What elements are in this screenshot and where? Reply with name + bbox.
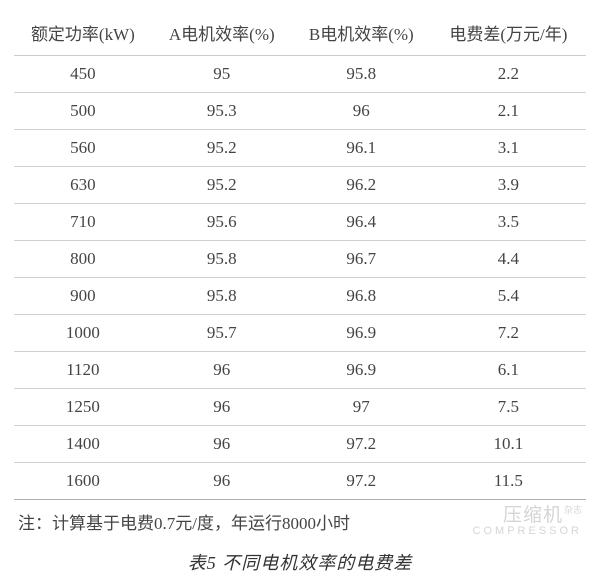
table-cell: 900 (14, 278, 152, 315)
watermark-en: COMPRESSOR (473, 526, 582, 537)
table-cell: 2.1 (431, 93, 586, 130)
table-cell: 96 (152, 352, 292, 389)
table-row: 90095.896.85.4 (14, 278, 586, 315)
table-cell: 800 (14, 241, 152, 278)
table-row: 100095.796.97.2 (14, 315, 586, 352)
table-row: 80095.896.74.4 (14, 241, 586, 278)
table-row: 71095.696.43.5 (14, 204, 586, 241)
col-header: 额定功率(kW) (14, 10, 152, 56)
table-cell: 7.2 (431, 315, 586, 352)
table-cell: 96 (152, 463, 292, 500)
table-row: 63095.296.23.9 (14, 167, 586, 204)
table-cell: 95.3 (152, 93, 292, 130)
table-cell: 630 (14, 167, 152, 204)
table-cell: 96 (152, 426, 292, 463)
table-cell: 95.6 (152, 204, 292, 241)
table-cell: 96 (152, 389, 292, 426)
table-cell: 1250 (14, 389, 152, 426)
table-cell: 6.1 (431, 352, 586, 389)
table-row: 11209696.96.1 (14, 352, 586, 389)
table-cell: 3.9 (431, 167, 586, 204)
efficiency-table: 额定功率(kW) A电机效率(%) B电机效率(%) 电费差(万元/年) 450… (14, 10, 586, 500)
table-cell: 97 (292, 389, 431, 426)
table-cell: 95.2 (152, 167, 292, 204)
table-cell: 95.7 (152, 315, 292, 352)
table-cell: 95.8 (152, 241, 292, 278)
table-cell: 95.8 (152, 278, 292, 315)
table-cell: 710 (14, 204, 152, 241)
table-cell: 97.2 (292, 426, 431, 463)
table-body: 4509595.82.250095.3962.156095.296.13.163… (14, 56, 586, 500)
col-header: 电费差(万元/年) (431, 10, 586, 56)
table-caption: 表5 不同电机效率的电费差 (14, 539, 586, 575)
table-cell: 96.7 (292, 241, 431, 278)
table-cell: 1400 (14, 426, 152, 463)
table-cell: 5.4 (431, 278, 586, 315)
table-row: 16009697.211.5 (14, 463, 586, 500)
table-cell: 500 (14, 93, 152, 130)
table-cell: 95.2 (152, 130, 292, 167)
table-cell: 97.2 (292, 463, 431, 500)
table-row: 50095.3962.1 (14, 93, 586, 130)
table-cell: 3.5 (431, 204, 586, 241)
table-row: 4509595.82.2 (14, 56, 586, 93)
col-header: B电机效率(%) (292, 10, 431, 56)
table-header-row: 额定功率(kW) A电机效率(%) B电机效率(%) 电费差(万元/年) (14, 10, 586, 56)
watermark-cn: 压缩机 (503, 506, 563, 525)
table-cell: 450 (14, 56, 152, 93)
table-cell: 3.1 (431, 130, 586, 167)
note-text: 注：计算基于电费0.7元/度，年运行8000小时 (18, 509, 350, 534)
table-cell: 1000 (14, 315, 152, 352)
table-cell: 96.9 (292, 352, 431, 389)
table-cell: 96 (292, 93, 431, 130)
table-row: 125096977.5 (14, 389, 586, 426)
table-cell: 96.8 (292, 278, 431, 315)
table-cell: 96.1 (292, 130, 431, 167)
table-cell: 7.5 (431, 389, 586, 426)
table-cell: 1120 (14, 352, 152, 389)
table-cell: 10.1 (431, 426, 586, 463)
table-cell: 96.2 (292, 167, 431, 204)
watermark-sup: 杂志 (564, 506, 582, 515)
table-row: 56095.296.13.1 (14, 130, 586, 167)
table-cell: 2.2 (431, 56, 586, 93)
table-cell: 560 (14, 130, 152, 167)
table-cell: 1600 (14, 463, 152, 500)
table-cell: 4.4 (431, 241, 586, 278)
watermark: 压缩机杂志 COMPRESSOR (473, 506, 582, 537)
col-header: A电机效率(%) (152, 10, 292, 56)
note-row: 注：计算基于电费0.7元/度，年运行8000小时 压缩机杂志 COMPRESSO… (14, 500, 586, 539)
table-cell: 96.9 (292, 315, 431, 352)
table-cell: 95 (152, 56, 292, 93)
table-row: 14009697.210.1 (14, 426, 586, 463)
table-cell: 95.8 (292, 56, 431, 93)
table-cell: 11.5 (431, 463, 586, 500)
table-cell: 96.4 (292, 204, 431, 241)
